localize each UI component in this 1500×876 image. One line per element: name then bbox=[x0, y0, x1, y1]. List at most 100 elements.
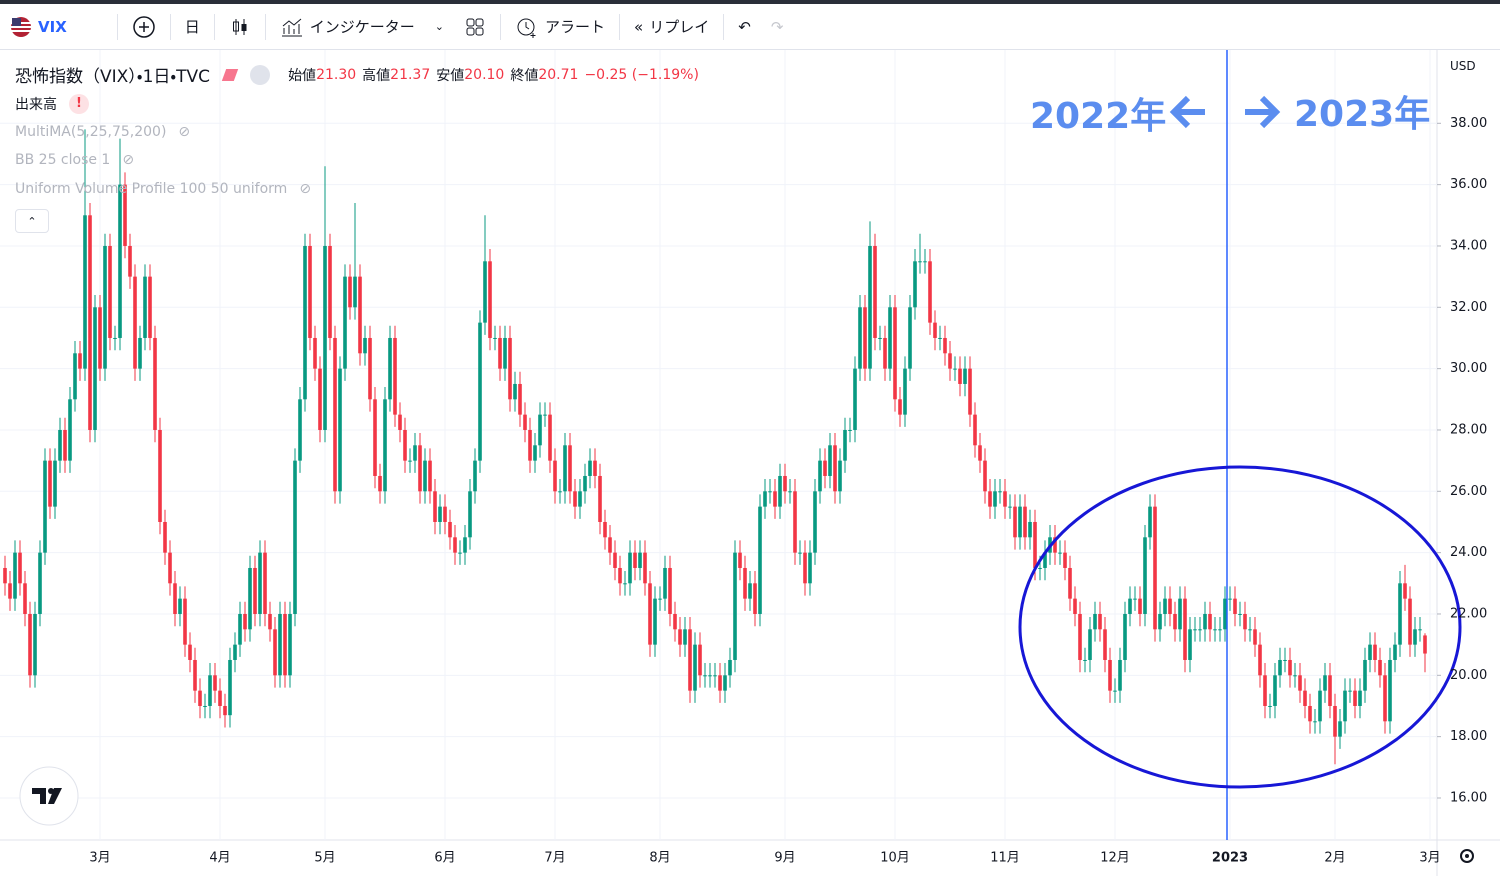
candle-body bbox=[403, 429, 407, 461]
indicator[interactable]: Uniform Volume Profile 100 50 uniform bbox=[15, 181, 288, 197]
chart-type-button[interactable] bbox=[219, 9, 261, 45]
toolbar: VIX 日 インジケーター ⌄ アラート « リプレイ ↶ ↷ bbox=[0, 0, 1500, 50]
candle-body bbox=[1098, 613, 1102, 630]
candle-body bbox=[578, 491, 582, 507]
candle-body bbox=[168, 552, 172, 584]
candle-body bbox=[748, 583, 752, 599]
candle-body bbox=[1158, 613, 1162, 630]
candle-body bbox=[1043, 552, 1047, 568]
candle-body bbox=[853, 368, 857, 430]
candle-body bbox=[78, 353, 82, 369]
indicator[interactable]: 出来高 bbox=[15, 97, 57, 113]
candle-body bbox=[108, 245, 112, 338]
interval-button[interactable]: 日 bbox=[175, 9, 210, 45]
candle-body bbox=[1163, 598, 1167, 614]
candle-body bbox=[558, 491, 562, 493]
candle-body bbox=[68, 399, 72, 461]
separator bbox=[169, 13, 171, 40]
candle-body bbox=[1373, 644, 1377, 660]
candle-body bbox=[1343, 690, 1347, 722]
candle-body bbox=[123, 184, 127, 246]
candle-body bbox=[513, 383, 517, 400]
candle-body bbox=[698, 644, 702, 676]
candle-body bbox=[338, 368, 342, 492]
candle-body bbox=[528, 429, 532, 461]
y-tick-label: 34.00 bbox=[1450, 238, 1487, 253]
candle-body bbox=[1378, 659, 1382, 676]
candle-body bbox=[118, 184, 122, 338]
alert: アラート bbox=[545, 18, 606, 36]
grid bbox=[0, 50, 1437, 840]
y-tick-label: 24.00 bbox=[1450, 545, 1487, 560]
candle-body bbox=[1258, 644, 1262, 676]
settings-icon[interactable] bbox=[1460, 849, 1474, 863]
candle-body bbox=[273, 629, 277, 676]
symbol-button[interactable]: VIX bbox=[0, 9, 77, 45]
candle-body bbox=[53, 460, 57, 507]
indicator-row: MultiMA(5,25,75,200) ⊘ bbox=[15, 124, 190, 140]
candle-body bbox=[763, 491, 767, 507]
candle-body bbox=[58, 429, 62, 461]
candle-body bbox=[1368, 644, 1372, 660]
candle-body bbox=[683, 629, 687, 645]
candle-body bbox=[203, 705, 207, 707]
candle-body bbox=[628, 552, 632, 584]
candle-body bbox=[1208, 613, 1212, 630]
replay-button[interactable]: « リプレイ bbox=[624, 9, 719, 45]
x-tick-label: 12月 bbox=[1100, 851, 1130, 866]
x-tick-label: 4月 bbox=[209, 851, 230, 866]
candle-body bbox=[858, 307, 862, 369]
replay-icon: « bbox=[634, 17, 644, 36]
candle-body bbox=[1313, 721, 1317, 723]
candle-body bbox=[223, 705, 227, 716]
undo-button[interactable]: ↶ bbox=[728, 9, 761, 45]
undo-icon: ↶ bbox=[738, 17, 751, 36]
tv-logo[interactable] bbox=[19, 766, 79, 826]
low-value: 20.10 bbox=[464, 66, 505, 83]
close-label: 終値 bbox=[510, 67, 539, 84]
indicator[interactable]: BB 25 close 1 bbox=[15, 152, 111, 168]
collapse-button[interactable]: ⌃ bbox=[15, 209, 49, 233]
candle-body bbox=[713, 675, 717, 677]
add-symbol[interactable] bbox=[122, 9, 166, 45]
indicator[interactable]: MultiMA(5,25,75,200) bbox=[15, 124, 167, 140]
candle-body bbox=[678, 629, 682, 645]
indicator-row: 出来高! bbox=[15, 94, 89, 114]
alert-button[interactable]: アラート bbox=[505, 9, 615, 45]
candle-body bbox=[1348, 690, 1352, 692]
candle-body bbox=[638, 552, 642, 568]
candle-body bbox=[1138, 598, 1142, 614]
candle-body bbox=[523, 414, 527, 430]
candle-body bbox=[158, 429, 162, 522]
candle-body bbox=[398, 414, 402, 430]
candle-body bbox=[1078, 613, 1082, 660]
layout-button[interactable] bbox=[454, 9, 496, 45]
hidden-icon: ⊘ bbox=[299, 181, 312, 197]
high-value: 21.37 bbox=[390, 66, 431, 83]
y-tick-label: 26.00 bbox=[1450, 484, 1487, 499]
y-tick-label: 32.00 bbox=[1450, 300, 1487, 315]
candle-body bbox=[1018, 506, 1022, 538]
candle-body bbox=[453, 537, 457, 553]
collapse-dot[interactable] bbox=[250, 64, 271, 85]
x-tick-label: 7月 bbox=[544, 851, 565, 866]
candle-body bbox=[233, 644, 237, 660]
candle-body bbox=[1023, 506, 1027, 538]
x-tick-label: 11月 bbox=[990, 851, 1020, 866]
candle-body bbox=[478, 322, 482, 461]
candle-body bbox=[543, 414, 547, 416]
y-tick-label: 22.00 bbox=[1450, 606, 1487, 621]
separator bbox=[116, 13, 118, 40]
candle-body bbox=[998, 491, 1002, 493]
candle-body bbox=[1218, 629, 1222, 631]
x-tick-label: 2023 bbox=[1212, 851, 1248, 866]
candle-body bbox=[1338, 721, 1342, 737]
candle-body bbox=[298, 399, 302, 461]
candle-body bbox=[1298, 675, 1302, 691]
plus-icon bbox=[133, 15, 155, 38]
candle-body bbox=[288, 613, 292, 676]
candle-body bbox=[383, 399, 387, 492]
y-tick-label: 28.00 bbox=[1450, 422, 1487, 437]
redo-button[interactable]: ↷ bbox=[761, 9, 794, 45]
indicators-button[interactable]: インジケーター ⌄ bbox=[270, 9, 454, 45]
